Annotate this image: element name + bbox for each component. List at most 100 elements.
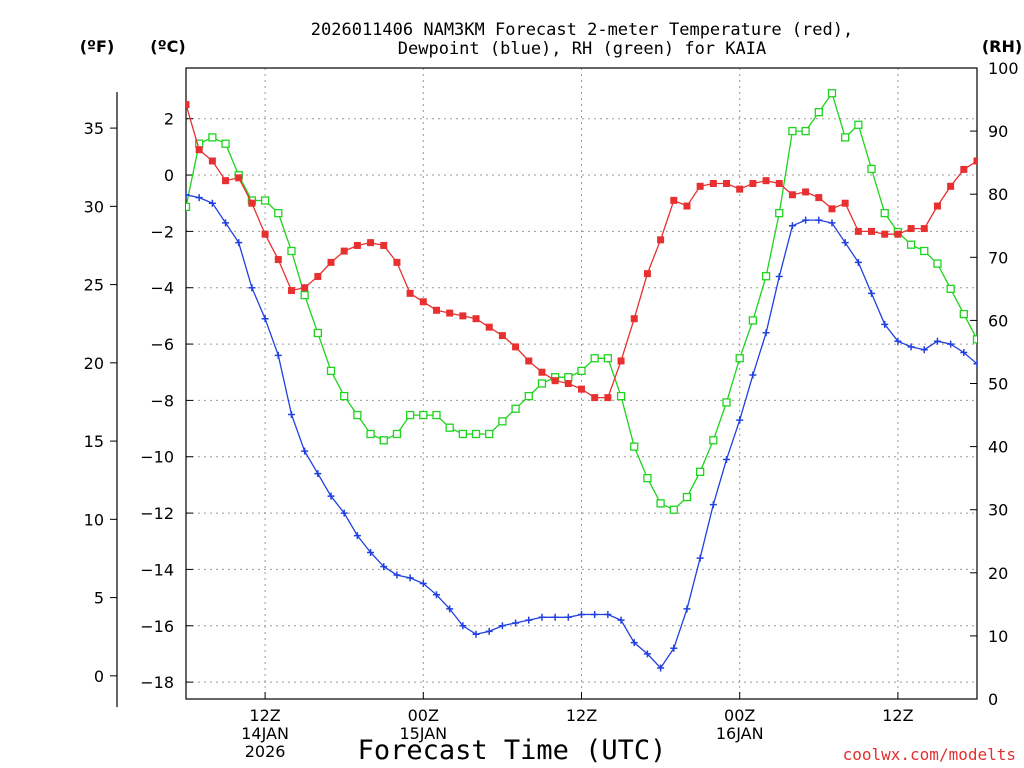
dewpoint-point bbox=[617, 616, 625, 624]
rh-point bbox=[722, 398, 731, 407]
temperature-point bbox=[643, 270, 651, 278]
fahrenheit-tick-label: 25 bbox=[84, 276, 104, 295]
dewpoint-point bbox=[472, 630, 480, 638]
dewpoint-point bbox=[498, 622, 506, 630]
temperature-point bbox=[446, 309, 454, 317]
temperature-point bbox=[657, 236, 665, 244]
rh-tick-label: 100 bbox=[988, 59, 1019, 78]
rh-unit-label: (RH) bbox=[982, 37, 1022, 56]
dewpoint-point bbox=[736, 416, 744, 424]
rh-point bbox=[445, 423, 454, 432]
temperature-point bbox=[353, 241, 361, 249]
rh-point bbox=[616, 391, 626, 401]
rh-point bbox=[485, 429, 494, 439]
rh-point bbox=[577, 366, 586, 376]
temperature-point bbox=[367, 239, 375, 247]
dewpoint-point bbox=[683, 605, 691, 613]
temperature-point bbox=[960, 165, 968, 173]
rh-point bbox=[603, 354, 613, 363]
temperature-point bbox=[683, 202, 691, 210]
plot-frame bbox=[185, 67, 978, 700]
rh-tick-label: 70 bbox=[988, 248, 1008, 267]
rh-point bbox=[696, 467, 705, 476]
temperature-point bbox=[485, 323, 493, 331]
rh-point bbox=[432, 410, 441, 420]
dewpoint-point bbox=[406, 574, 414, 582]
temperature-point bbox=[696, 182, 704, 190]
dewpoint-point bbox=[314, 470, 322, 478]
rh-point bbox=[564, 373, 573, 382]
temperature-point bbox=[512, 343, 520, 351]
temperature-point bbox=[186, 101, 190, 109]
rh-point bbox=[788, 126, 797, 136]
temperature-point bbox=[564, 380, 572, 387]
rh-tick-label: 0 bbox=[988, 690, 998, 709]
rh-point bbox=[801, 126, 810, 136]
dewpoint-point bbox=[327, 492, 335, 500]
dewpoint-point bbox=[551, 613, 559, 621]
celsius-tick-label: 2 bbox=[164, 110, 174, 129]
temperature-point bbox=[709, 179, 717, 187]
rh-point bbox=[814, 108, 823, 117]
gridlines bbox=[186, 68, 977, 699]
fahrenheit-tick-label: 35 bbox=[84, 119, 104, 138]
dewpoint-point bbox=[841, 239, 849, 247]
x-tick-label: 12Z bbox=[882, 706, 913, 725]
rh-point bbox=[537, 379, 547, 388]
rh-point bbox=[972, 335, 977, 344]
rh-point bbox=[590, 354, 599, 363]
dewpoint-point bbox=[828, 219, 836, 227]
rh-point bbox=[186, 202, 191, 211]
temperature-point bbox=[762, 177, 770, 185]
rh-point bbox=[498, 417, 507, 426]
rh-point bbox=[458, 429, 468, 439]
rh-tick-label: 20 bbox=[988, 564, 1008, 583]
temperature-point bbox=[248, 199, 256, 207]
temperature-point bbox=[670, 196, 678, 204]
temperature-point bbox=[406, 289, 414, 297]
rh-tick-label: 50 bbox=[988, 375, 1008, 394]
dewpoint-point bbox=[696, 554, 704, 562]
temperature-point bbox=[327, 258, 335, 266]
dewpoint-point bbox=[287, 410, 295, 418]
fahrenheit-tick-label: 0 bbox=[94, 667, 104, 686]
temperature-point bbox=[340, 247, 348, 255]
temperature-point bbox=[287, 287, 295, 295]
credit-link[interactable]: coolwx.com/modelts bbox=[843, 745, 1016, 764]
rh-point bbox=[392, 429, 402, 439]
rh-point bbox=[880, 208, 889, 218]
temperature-point bbox=[301, 284, 309, 292]
temperature-point bbox=[947, 182, 955, 190]
temperature-point bbox=[472, 315, 480, 323]
dewpoint-point bbox=[274, 351, 282, 359]
rh-point bbox=[709, 436, 718, 445]
celsius-tick-label: −2 bbox=[150, 222, 174, 241]
dewpoint-point bbox=[186, 191, 190, 199]
dewpoint-point bbox=[353, 532, 361, 540]
x-tick-label: 2026 bbox=[245, 742, 286, 761]
dewpoint-point bbox=[815, 216, 823, 224]
dewpoint-point bbox=[222, 219, 230, 227]
dewpoint-point bbox=[419, 580, 427, 588]
chart-title-line2: Dewpoint (blue), RH (green) for KAIA bbox=[398, 39, 766, 59]
rh-tick-label: 80 bbox=[988, 185, 1008, 204]
dewpoint-point bbox=[432, 591, 440, 599]
rh-tick-label: 40 bbox=[988, 438, 1008, 457]
celsius-tick-label: 0 bbox=[164, 166, 174, 185]
rh-point bbox=[313, 328, 322, 338]
rh-tick-label: 30 bbox=[988, 501, 1008, 520]
dewpoint-point bbox=[723, 456, 731, 464]
celsius-unit-label: (ºC) bbox=[150, 37, 185, 56]
temperature-point bbox=[380, 241, 388, 249]
temperature-point bbox=[775, 179, 783, 187]
temperature-point bbox=[551, 377, 559, 385]
x-tick-label: 00Z bbox=[408, 706, 439, 725]
rh-point bbox=[959, 309, 968, 319]
rh-point bbox=[920, 246, 929, 256]
rh-point bbox=[353, 410, 362, 420]
temperature-point bbox=[578, 385, 585, 393]
rh-point bbox=[656, 499, 665, 508]
temperature-point bbox=[459, 312, 467, 320]
fahrenheit-unit-label: (ºF) bbox=[80, 37, 115, 56]
